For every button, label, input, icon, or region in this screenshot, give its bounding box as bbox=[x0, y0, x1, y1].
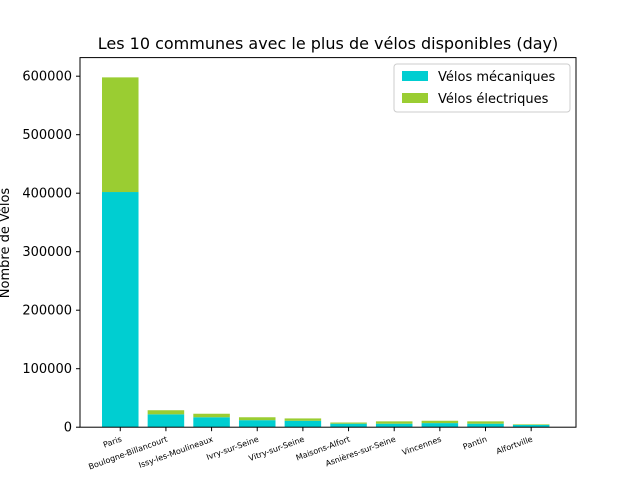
x-tick-label: Pantin bbox=[462, 435, 488, 452]
bar-mecaniques bbox=[467, 423, 504, 428]
legend-label: Vélos électriques bbox=[438, 92, 549, 107]
bar-mecaniques bbox=[147, 414, 185, 428]
bar-mecaniques bbox=[375, 423, 413, 428]
y-tick-label: 200000 bbox=[22, 304, 72, 319]
bar-electriques bbox=[467, 421, 504, 424]
x-tick-label: Vincennes bbox=[401, 435, 443, 458]
bar-electriques bbox=[421, 420, 459, 424]
bar-mecaniques bbox=[284, 420, 322, 428]
legend-swatch bbox=[402, 71, 428, 81]
bar-electriques bbox=[512, 424, 550, 425]
y-tick-label: 100000 bbox=[22, 362, 72, 377]
y-tick-label: 0 bbox=[64, 421, 72, 436]
bar-electriques bbox=[375, 421, 413, 424]
plot-frame bbox=[79, 57, 577, 428]
bar-electriques bbox=[102, 77, 139, 193]
chart-title: Les 10 communes avec le plus de vélos di… bbox=[98, 34, 559, 53]
x-tick-label: Boulogne-Billancourt bbox=[87, 435, 168, 472]
bar-mecaniques bbox=[330, 423, 367, 428]
y-tick-label: 300000 bbox=[22, 245, 72, 260]
x-axis: ParisBoulogne-BillancourtIssy-les-Moulin… bbox=[87, 427, 534, 472]
y-axis: 0 100000 200000 300000 400000 500000 600000 bbox=[22, 70, 80, 436]
bar-electriques bbox=[193, 413, 230, 418]
bar-electriques bbox=[330, 422, 367, 424]
x-tick-label: Alfortville bbox=[495, 435, 534, 457]
legend: Vélos mécaniques Vélos électriques bbox=[393, 63, 571, 113]
legend-box bbox=[393, 63, 571, 113]
y-axis-label: Nombre de Vélos bbox=[0, 188, 13, 299]
bar-mecaniques bbox=[512, 424, 550, 428]
legend-swatch bbox=[402, 93, 428, 103]
bars-group bbox=[102, 77, 550, 428]
y-tick-label: 500000 bbox=[22, 128, 72, 143]
y-tick-label: 600000 bbox=[22, 70, 72, 85]
x-tick-label: Paris bbox=[102, 435, 123, 450]
bar-electriques bbox=[147, 410, 185, 415]
bar-electriques bbox=[238, 417, 276, 421]
bar-mecaniques bbox=[238, 420, 276, 428]
bar-mecaniques bbox=[193, 417, 230, 428]
bar-mecaniques bbox=[421, 423, 459, 428]
legend-label: Vélos mécaniques bbox=[438, 70, 555, 85]
bar-mecaniques bbox=[102, 192, 139, 428]
bar-electriques bbox=[284, 418, 322, 421]
y-tick-label: 400000 bbox=[22, 187, 72, 202]
